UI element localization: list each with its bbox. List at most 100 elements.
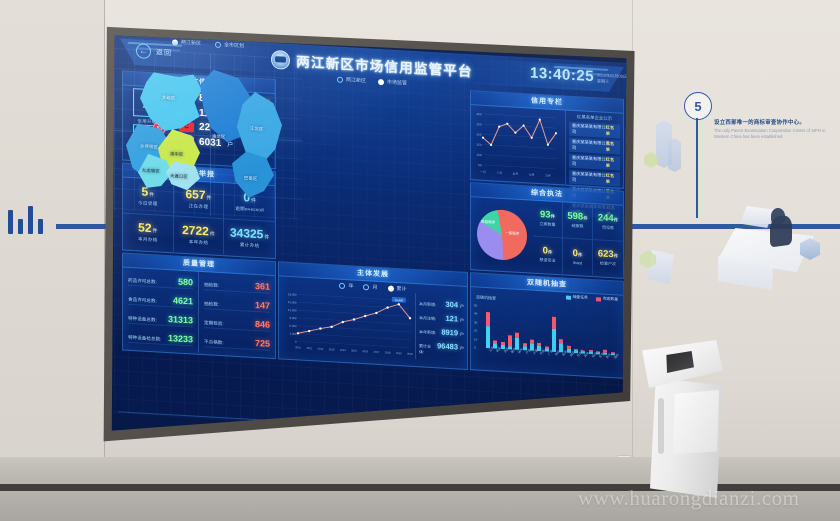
quality-row[interactable]: 定期检验: 846 [204,316,270,332]
quality-label: 抽检数: [204,281,220,288]
quality-value: 31313 [167,314,193,326]
wall-display: ← 返回 两江新区市场信用监管平台 两江新区 [96,14,640,444]
radio-icon [336,76,343,83]
quality-value: 147 [254,299,270,311]
svg-text:2016: 2016 [362,349,368,353]
stat-label: 罚没款 [602,224,614,231]
svg-text:50: 50 [478,163,482,167]
quality-left-column: 药品许可总数: 580 食品许可总数: 4621 特种设备总数: 31313 特种设备检总数… [123,267,199,353]
growth-stat-value: 8919 [441,326,458,337]
svg-text:300: 300 [476,112,481,116]
complaint-stat-cell[interactable]: 34325件 累计办结 [224,219,275,257]
enforcement-stat-grid: 93件 立案数量 598件 结案数 244件 罚没款 0件 移送司法 0件 listed 623件检… [533,200,623,277]
svg-text:2017: 2017 [374,350,380,354]
enforcement-stat-cell[interactable]: 598件 结案数 [563,202,593,240]
list-item-name: 重庆某某某有限公司 [572,154,606,167]
svg-text:100: 100 [476,153,481,157]
credit-list-item[interactable]: 重庆某某某有限公司 红名单 [569,153,620,171]
timeline-step-badge: 5 [684,92,712,120]
quality-row[interactable]: 食品许可总数: 4621 [128,292,193,309]
radio-icon [378,78,384,85]
credit-list-item[interactable]: 重庆某某某有限公司 红名单 [569,121,620,139]
bar-group[interactable] [515,332,520,350]
bar-group[interactable] [486,311,490,349]
svg-text:250: 250 [476,122,481,126]
enforcement-pie-chart[interactable]: 简易程序 一般程序 [471,197,533,272]
svg-text:2015: 2015 [351,348,357,352]
svg-text:9,000: 9,000 [290,316,297,320]
growth-stat-label: 本月新增: [419,300,437,307]
wall-illustration-person [771,208,785,224]
stat-label: 移送司法 [539,257,556,264]
growth-stat-unit: 户 [460,317,464,323]
enforcement-stat-cell[interactable]: 0件 listed [563,237,593,276]
complaint-stat-cell[interactable]: 52件 本月办结 [123,213,174,252]
quality-label: 特种设备总数: [128,315,157,323]
legend-label: 完成数量 [602,296,618,302]
quality-row[interactable]: 抽检数: 147 [204,296,270,313]
bar-group[interactable] [552,316,556,352]
list-item-value: 黑名单 [605,140,615,153]
header-tab-label: 两江新区 [345,77,366,85]
credit-list: 红黑名单企业公示 重庆某某某有限公司 红名单 重庆某某某有限公司 黑名单 重庆某某某有限… [565,110,623,219]
enforcement-stat-cell[interactable]: 623件 检查户次 [593,240,623,277]
quality-label: 食品许可总数: [128,296,157,304]
header-tab-district[interactable]: 两江新区 [336,76,366,85]
entity-growth-panel: 主体发展 年 月 累计 18,000 15,000 12,000 9,000 6,000… [278,261,468,371]
pie-slice-label: 简易程序 [481,219,496,225]
district-map[interactable]: 北碚区 江北区 沙坪坝区 渝中区 九龙坡区 大渡口区 巴南区 渝北区 [114,48,302,221]
credit-list-item[interactable]: 重庆某某某有限公司 红名单 [569,169,620,187]
growth-stat-unit: 户 [460,303,464,309]
stat-unit: 件 [264,234,270,242]
quality-value: 4621 [172,295,193,307]
quality-row[interactable]: 特种设备检总数: 13233 [128,331,193,347]
stat-unit: 件 [613,217,619,223]
header-tab-label: 市场监管 [387,79,408,87]
svg-text:150: 150 [476,143,481,147]
stat-unit: 件 [550,213,555,220]
quality-row[interactable]: 不合格数: 725 [204,335,270,352]
stat-unit: 件 [583,215,588,222]
complaint-stat-cell[interactable]: 2722件 本年办结 [173,215,225,255]
growth-stat-unit: 户 [460,331,464,337]
stat-value: 34325件 [229,225,270,242]
credit-list-item[interactable]: 重庆某某某有限公司黑名单 [569,137,620,155]
growth-stat-unit: 户 [460,345,464,351]
enforcement-stat-cell[interactable]: 244件 罚没款 [593,204,623,242]
svg-text:15,000: 15,000 [288,300,297,305]
list-item-name: 重庆某某某有限公司 [572,170,606,183]
enforcement-stat-cell[interactable]: 93件 立案数量 [533,200,563,238]
bar-group[interactable] [508,334,512,350]
growth-stat-value: 304 [445,299,458,309]
wall-left-panel [0,0,105,521]
svg-text:2018: 2018 [385,350,391,354]
floor-trim [0,484,840,491]
quality-row[interactable]: 药品许可总数: 580 [128,273,193,290]
quality-right-column: 抽检数: 361 抽检数: 147 定期检验: 846 不合格数: 725 [199,272,275,357]
quality-row[interactable]: 抽检数: 361 [204,277,270,294]
stat-label: 检查户次 [600,260,616,267]
svg-text:2013: 2013 [329,347,335,351]
enforcement-stat-cell[interactable]: 0件 移送司法 [533,236,563,274]
map-region-label: 大渡口区 [170,173,188,180]
map-region-label: 九龙坡区 [142,167,160,174]
quality-label: 药品许可总数: [128,277,157,285]
map-region-label: 沙坪坝区 [140,143,158,150]
list-item-value: 红名单 [605,172,615,185]
stat-value: 0件 [542,245,553,257]
random-inspection-panel: 双随机抽查 抽查任务 完成数量 双随机抽查 50 40 30 20 10 0 工商 食品 药品医… [470,272,624,379]
map-region-label: 北碚区 [162,94,176,101]
svg-text:七月: 七月 [529,172,535,176]
stat-unit: 件 [152,228,158,235]
axis-tick: 0 [474,345,476,350]
stat-label: 本月办结 [138,236,158,243]
stat-unit: 件 [209,231,215,238]
growth-stat-row: 本年新增: 8919 户 [419,326,464,338]
quality-value: 361 [254,280,270,292]
kiosk-stand-slot [658,398,664,454]
quality-row[interactable]: 特种设备总数: 31313 [128,311,193,328]
header-tab-supervision[interactable]: 市场监管 [378,78,407,87]
growth-stat-label: 本月注销: [419,314,437,321]
axis-tick: 40 [474,311,478,316]
kiosk-screen-cutout[interactable] [666,351,694,373]
